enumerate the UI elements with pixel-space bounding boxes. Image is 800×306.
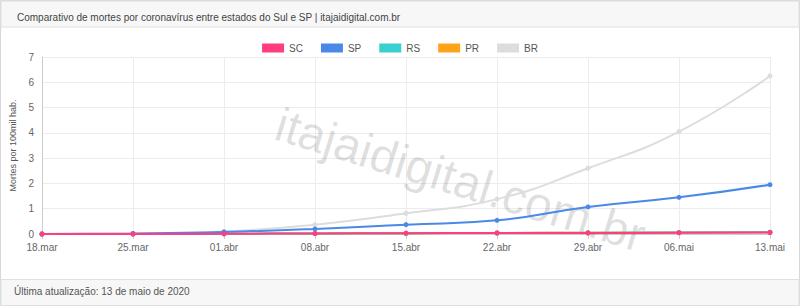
svg-text:06.mai: 06.mai [664, 242, 694, 253]
svg-text:itajaidigital.com.br: itajaidigital.com.br [269, 98, 652, 262]
svg-text:Última atualização: 13 de maio: Última atualização: 13 de maio de 2020 [14, 285, 190, 297]
svg-text:SP: SP [348, 43, 362, 54]
svg-text:01.abr: 01.abr [210, 242, 239, 253]
svg-text:RS: RS [406, 43, 420, 54]
svg-text:5: 5 [28, 102, 34, 113]
svg-text:Mortes por 100mil hab.: Mortes por 100mil hab. [8, 99, 18, 191]
svg-text:Comparativo de mortes por coro: Comparativo de mortes por coronavírus en… [17, 12, 401, 23]
svg-text:BR: BR [524, 43, 538, 54]
svg-text:2: 2 [28, 178, 34, 189]
svg-text:4: 4 [28, 127, 34, 138]
svg-text:22.abr: 22.abr [483, 242, 512, 253]
svg-text:13.mai: 13.mai [755, 242, 785, 253]
svg-text:6: 6 [28, 77, 34, 88]
svg-text:SC: SC [289, 43, 303, 54]
svg-text:15.abr: 15.abr [392, 242, 421, 253]
svg-text:18.mar: 18.mar [26, 242, 58, 253]
svg-text:7: 7 [28, 52, 34, 63]
svg-text:08.abr: 08.abr [301, 242, 330, 253]
svg-text:0: 0 [28, 229, 34, 240]
svg-text:3: 3 [28, 153, 34, 164]
svg-text:25.mar: 25.mar [117, 242, 149, 253]
svg-text:1: 1 [28, 203, 34, 214]
svg-text:PR: PR [465, 43, 479, 54]
